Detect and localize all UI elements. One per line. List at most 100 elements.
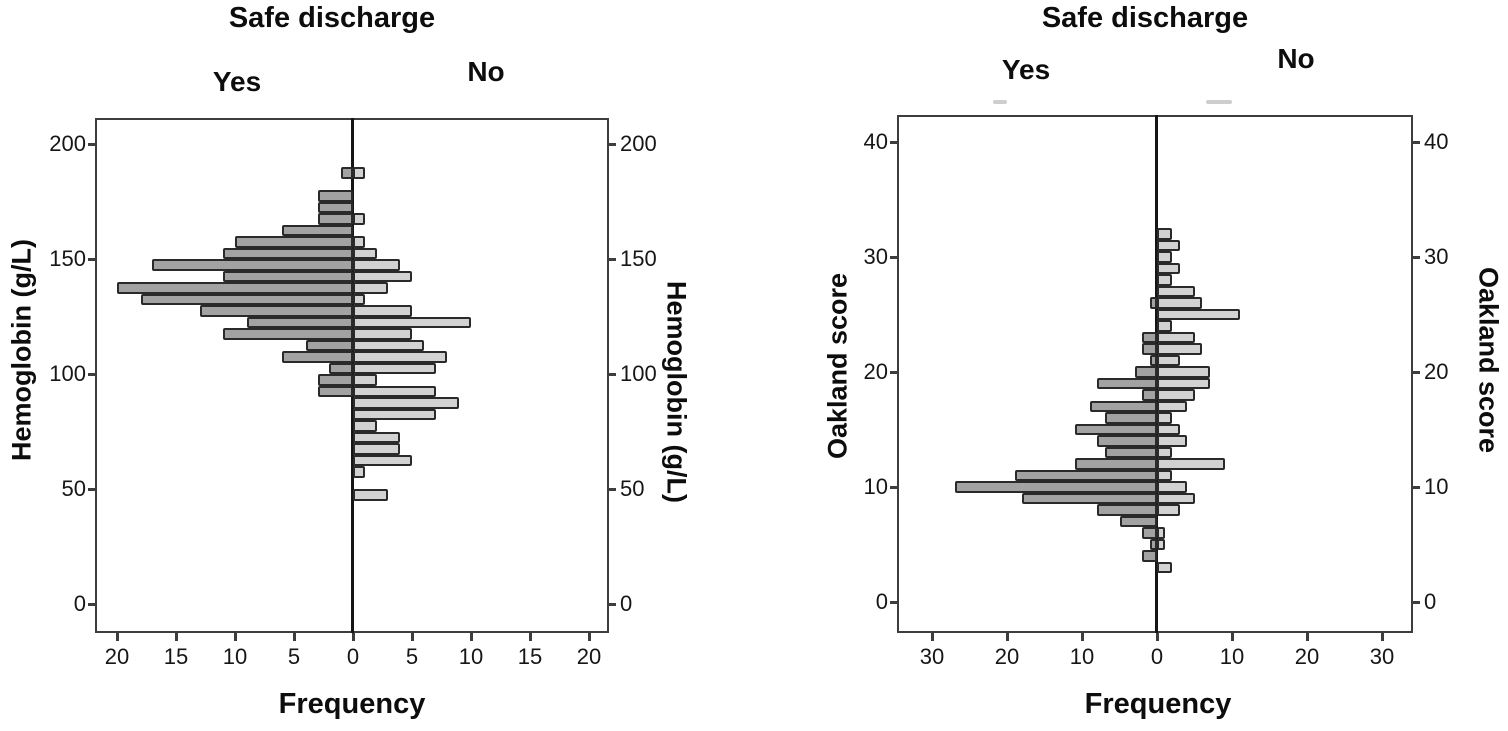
bar-no-14 [1157,435,1187,447]
print-artifact [993,100,1007,104]
x-tick-label: 30 [919,644,945,669]
bar-yes-8 [1097,504,1157,516]
bar-yes-17 [1089,400,1157,413]
y-tick-left [890,601,897,604]
x-tick-label: 10 [222,644,248,669]
y-tick-left [88,603,95,606]
x-tick-label: 0 [1150,644,1164,669]
bar-yes-110 [305,339,353,351]
chart1-title: Safe discharge [228,2,436,34]
bar-no-3 [1157,561,1172,574]
bar-yes-10 [954,481,1157,493]
bar-yes-125 [199,305,353,317]
bar-no-145 [353,259,401,271]
y-tick-label-right: 30 [1424,244,1449,269]
x-tick [1156,633,1159,641]
bar-no-27 [1157,285,1195,298]
y-tick-right [1413,141,1420,144]
bar-yes-155 [235,236,353,248]
chart1-no-label: No [467,56,505,87]
x-tick [529,633,532,641]
chart1-yaxis-label-right: Hemoglobin (g/L) [661,281,692,503]
bar-no-105 [353,351,448,363]
y-tick-left [88,373,95,376]
y-tick-right [609,143,616,146]
bar-yes-90 [317,385,353,397]
y-tick-right [1413,486,1420,489]
bar-no-60 [353,454,412,466]
y-tick-left [890,486,897,489]
x-tick [1306,633,1309,641]
bar-yes-12 [1074,458,1157,470]
bar-yes-14 [1097,435,1157,447]
x-tick-label: 10 [1219,644,1245,669]
bar-yes-95 [317,374,353,386]
y-tick-label-right: 50 [620,476,645,501]
y-tick-right [1413,256,1420,259]
bar-yes-13 [1104,446,1157,459]
y-tick-right [1413,601,1420,604]
x-tick-label: 15 [163,644,189,669]
x-tick [175,633,178,641]
y-tick-left [88,143,95,146]
bar-no-120 [353,316,471,328]
bar-no-70 [353,431,401,443]
bar-no-15 [1157,423,1180,436]
bar-yes-26 [1149,297,1157,309]
x-tick [116,633,119,641]
y-tick-label-right: 20 [1424,359,1449,384]
y-tick-left [88,488,95,491]
bar-yes-170 [317,201,353,213]
bar-yes-130 [140,293,353,305]
bar-yes-21 [1149,354,1157,367]
bar-no-150 [353,247,377,259]
chart1-xaxis-label: Frequency [278,688,426,720]
x-tick [293,633,296,641]
bar-no-95 [353,374,377,386]
bar-no-32 [1157,228,1172,240]
bar-no-65 [353,443,401,455]
y-tick-label-left: 0 [73,591,86,616]
bar-no-55 [353,466,365,478]
y-tick-label-right: 150 [620,246,657,271]
bar-yes-20 [1134,366,1157,378]
x-tick-label: 10 [458,644,484,669]
x-tick [352,633,355,641]
y-tick-label-left: 100 [49,361,86,386]
bar-no-9 [1157,492,1195,505]
bar-yes-6 [1142,527,1157,539]
bar-yes-7 [1119,515,1157,528]
x-tick [234,633,237,641]
bar-no-29 [1157,262,1180,275]
y-tick-label-left: 150 [49,246,86,271]
y-tick-label-right: 200 [620,131,657,156]
bar-yes-18 [1142,389,1157,401]
bar-yes-135 [117,282,353,294]
x-tick-label: 15 [517,644,543,669]
y-tick-left [890,141,897,144]
chart2-no-label: No [1277,43,1315,74]
x-tick-label: 20 [104,644,130,669]
bar-no-130 [353,293,365,305]
bar-no-19 [1157,377,1210,390]
y-tick-label-right: 0 [1424,589,1437,614]
x-tick [1081,633,1084,641]
chart2-xaxis-label: Frequency [1084,688,1232,720]
bar-no-75 [353,420,377,432]
bar-no-155 [353,236,365,248]
y-tick-label-left: 20 [863,359,888,384]
bar-no-16 [1157,412,1172,424]
y-tick-right [609,603,616,606]
bar-yes-9 [1022,492,1157,505]
x-tick [411,633,414,641]
bar-no-115 [353,328,412,340]
bar-no-185 [353,167,365,179]
bar-yes-140 [223,270,353,282]
bar-no-165 [353,213,365,225]
chart2-title: Safe discharge [1041,2,1249,34]
bar-no-6 [1157,527,1165,539]
bar-no-110 [353,339,424,351]
bar-yes-115 [223,328,353,340]
bar-yes-120 [246,316,353,328]
bar-no-20 [1157,366,1210,378]
